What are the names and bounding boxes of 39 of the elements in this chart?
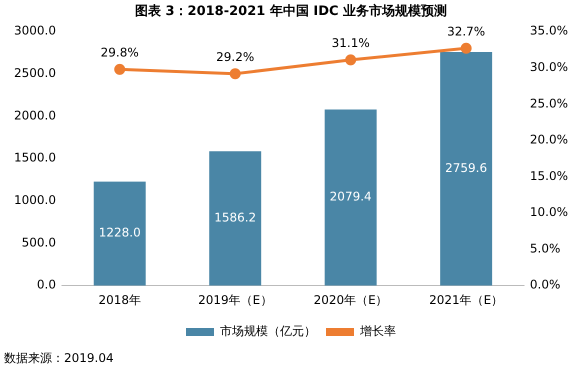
data-label: 29.2%	[216, 50, 254, 64]
data-label: 32.7%	[447, 24, 486, 38]
point	[114, 64, 126, 75]
y2-tick-label: 10.0%	[530, 205, 568, 220]
x-tick-label: 2018年	[98, 292, 141, 307]
legend-label: 市场规模（亿元）	[220, 324, 316, 338]
data-label: 29.8%	[100, 45, 139, 60]
y-tick-label: 2500.0	[14, 66, 56, 80]
data-label: 2759.6	[445, 160, 488, 175]
data-label: 31.1%	[332, 36, 370, 50]
y2-tick-label: 15.0%	[530, 168, 568, 183]
source-note: 数据来源：2019.04	[4, 350, 115, 367]
y-tick-label: 500.0	[22, 235, 56, 250]
y2-tick-label: 5.0%	[530, 241, 560, 256]
data-label: 1586.2	[214, 210, 256, 225]
chart-title: 图表 3：2018-2021 年中国 IDC 业务市场规模预测	[134, 3, 448, 20]
y-tick-label: 3000.0	[14, 24, 56, 38]
legend-label: 增长率	[359, 324, 396, 338]
y-tick-label: 0.0	[36, 278, 56, 292]
data-label: 1228.0	[98, 226, 141, 240]
bar	[324, 110, 377, 286]
x-tick-label: 2019年（E）	[198, 292, 272, 307]
y2-tick-label: 30.0%	[530, 60, 568, 74]
y2-tick-label: 35.0%	[530, 24, 568, 38]
y2-tick-label: 20.0%	[530, 132, 568, 147]
bar	[209, 151, 262, 286]
y-tick-label: 1000.0	[14, 193, 56, 208]
y-tick-label: 2000.0	[14, 108, 56, 122]
x-tick-label: 2021年（E）	[429, 292, 504, 307]
y2-tick-label: 0.0%	[530, 278, 560, 292]
x-tick-label: 2020年（E）	[314, 292, 388, 307]
point	[460, 42, 472, 54]
point	[230, 68, 241, 80]
point	[345, 54, 356, 66]
y2-tick-label: 25.0%	[530, 96, 568, 110]
bar	[440, 52, 492, 286]
bar	[94, 182, 146, 286]
y-tick-label: 1500.0	[14, 150, 56, 165]
data-label: 2079.4	[330, 190, 372, 204]
